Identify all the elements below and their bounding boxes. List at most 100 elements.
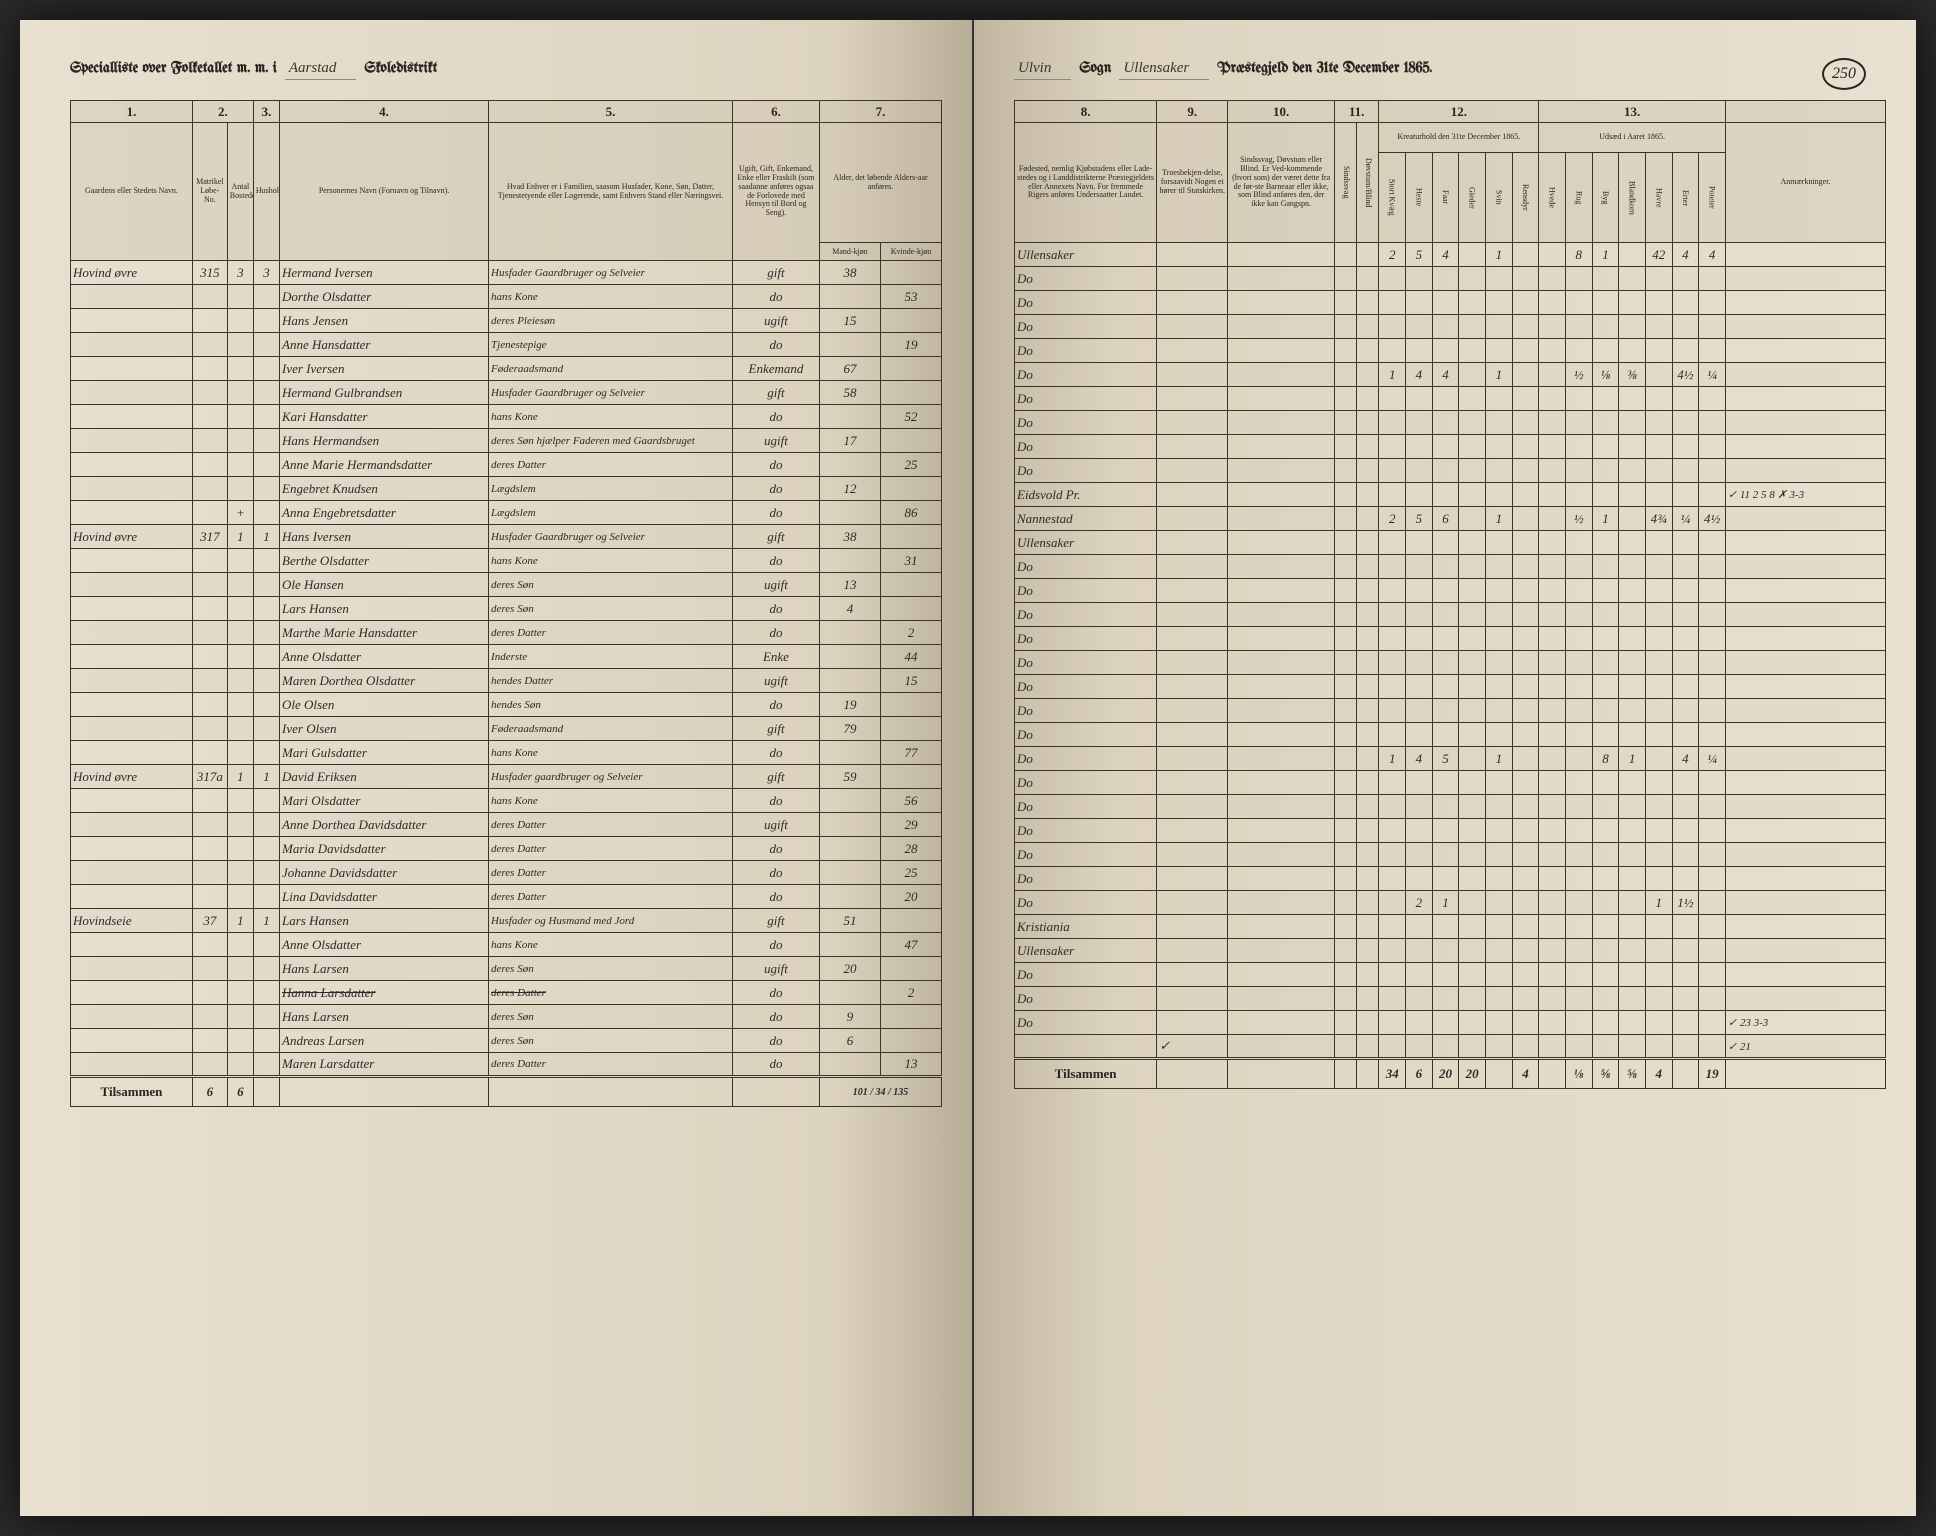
- cell-faith: [1157, 243, 1228, 267]
- cell-11-0: [1334, 555, 1356, 579]
- cell-num-1: [1406, 723, 1433, 747]
- cell-11-1: [1357, 531, 1379, 555]
- cell-num-0: [1379, 867, 1406, 891]
- cell-m: [820, 1053, 881, 1077]
- cell-remark: [1725, 459, 1885, 483]
- cell-m: 6: [820, 1029, 881, 1053]
- cell-num-7: [1565, 651, 1592, 675]
- cell-11-1: [1357, 579, 1379, 603]
- cell-num-7: [1565, 627, 1592, 651]
- cell-k: [880, 1005, 941, 1029]
- cell-mat: [192, 693, 227, 717]
- cell-num-4: [1486, 1035, 1513, 1059]
- cell-per: [253, 405, 279, 429]
- table-row: Do: [1015, 867, 1886, 891]
- cell-hus: [227, 693, 253, 717]
- cell-hus: [227, 885, 253, 909]
- cell-num-7: [1565, 1011, 1592, 1035]
- cell-num-4: [1486, 435, 1513, 459]
- right-sum-9: ⅝: [1619, 1059, 1646, 1089]
- cell-num-10: [1645, 675, 1672, 699]
- cell-faith: [1157, 651, 1228, 675]
- cell-m: 15: [820, 309, 881, 333]
- cell-faith: [1157, 1011, 1228, 1035]
- cell-num-0: [1379, 723, 1406, 747]
- cell-remark: [1725, 315, 1885, 339]
- cell-num-12: [1699, 291, 1726, 315]
- cell-num-0: [1379, 627, 1406, 651]
- cell-11-1: [1357, 459, 1379, 483]
- cell-dis: [1228, 315, 1335, 339]
- cell-per: 1: [253, 765, 279, 789]
- cell-k: 2: [880, 621, 941, 645]
- cell-num-4: 1: [1486, 747, 1513, 771]
- cell-11-0: [1334, 963, 1356, 987]
- cell-num-7: [1565, 867, 1592, 891]
- cell-per: [253, 333, 279, 357]
- cell-num-6: [1539, 411, 1566, 435]
- cell-num-0: [1379, 579, 1406, 603]
- cell-rel: Lægdslem: [489, 501, 733, 525]
- cell-per: [253, 453, 279, 477]
- cell-per: [253, 837, 279, 861]
- cell-num-2: [1432, 603, 1459, 627]
- cell-per: [253, 645, 279, 669]
- cell-num-3: [1459, 819, 1486, 843]
- cell-num-0: [1379, 939, 1406, 963]
- cell-num-2: [1432, 555, 1459, 579]
- census-ledger: Specialliste over Folketallet m. m. i Aa…: [20, 20, 1916, 1516]
- cell-name: David Eriksen: [280, 765, 489, 789]
- cell-faith: [1157, 627, 1228, 651]
- cell-remark: [1725, 603, 1885, 627]
- cell-num-12: [1699, 579, 1726, 603]
- cell-num-6: [1539, 1011, 1566, 1035]
- cell-place: [71, 669, 193, 693]
- cell-num-11: [1672, 291, 1699, 315]
- cell-num-1: [1406, 699, 1433, 723]
- cell-num-4: 1: [1486, 243, 1513, 267]
- cell-mat: [192, 285, 227, 309]
- cell-hus: 1: [227, 909, 253, 933]
- cell-num-7: [1565, 555, 1592, 579]
- cell-k: [880, 525, 941, 549]
- cell-mat: [192, 549, 227, 573]
- cell-remark: [1725, 915, 1885, 939]
- cell-dis: [1228, 963, 1335, 987]
- cell-11-1: [1357, 339, 1379, 363]
- cell-num-2: [1432, 483, 1459, 507]
- cell-num-4: [1486, 339, 1513, 363]
- cell-num-5: [1512, 603, 1539, 627]
- cell-mat: [192, 597, 227, 621]
- cell-num-8: [1592, 867, 1619, 891]
- cell-faith: [1157, 291, 1228, 315]
- cell-remark: [1725, 627, 1885, 651]
- cell-rel: deres Datter: [489, 621, 733, 645]
- subcol-4: Svin: [1486, 153, 1513, 243]
- cell-num-5: [1512, 1035, 1539, 1059]
- cell-num-9: [1619, 243, 1646, 267]
- cell-num-1: [1406, 771, 1433, 795]
- cell-num-9: [1619, 723, 1646, 747]
- label-status: Ugift, Gift, Enkemand, Enke eller Fraski…: [732, 123, 819, 261]
- cell-dis: [1228, 507, 1335, 531]
- cell-remark: [1725, 339, 1885, 363]
- cell-num-7: ½: [1565, 507, 1592, 531]
- subcol-7: Rug: [1565, 153, 1592, 243]
- cell-hus: [227, 933, 253, 957]
- cell-num-4: [1486, 699, 1513, 723]
- cell-rel: Husfader Gaardbruger og Selveier: [489, 525, 733, 549]
- cell-num-2: [1432, 459, 1459, 483]
- cell-num-5: [1512, 795, 1539, 819]
- col-7: 7.: [820, 101, 942, 123]
- cell-per: [253, 957, 279, 981]
- subcol-12: Poteter: [1699, 153, 1726, 243]
- cell-num-5: [1512, 387, 1539, 411]
- cell-11-0: [1334, 411, 1356, 435]
- cell-name: Anne Marie Hermandsdatter: [280, 453, 489, 477]
- cell-num-5: [1512, 867, 1539, 891]
- cell-num-0: [1379, 987, 1406, 1011]
- cell-dis: [1228, 339, 1335, 363]
- cell-remark: [1725, 291, 1885, 315]
- cell-birth: Do: [1015, 963, 1157, 987]
- cell-num-2: [1432, 531, 1459, 555]
